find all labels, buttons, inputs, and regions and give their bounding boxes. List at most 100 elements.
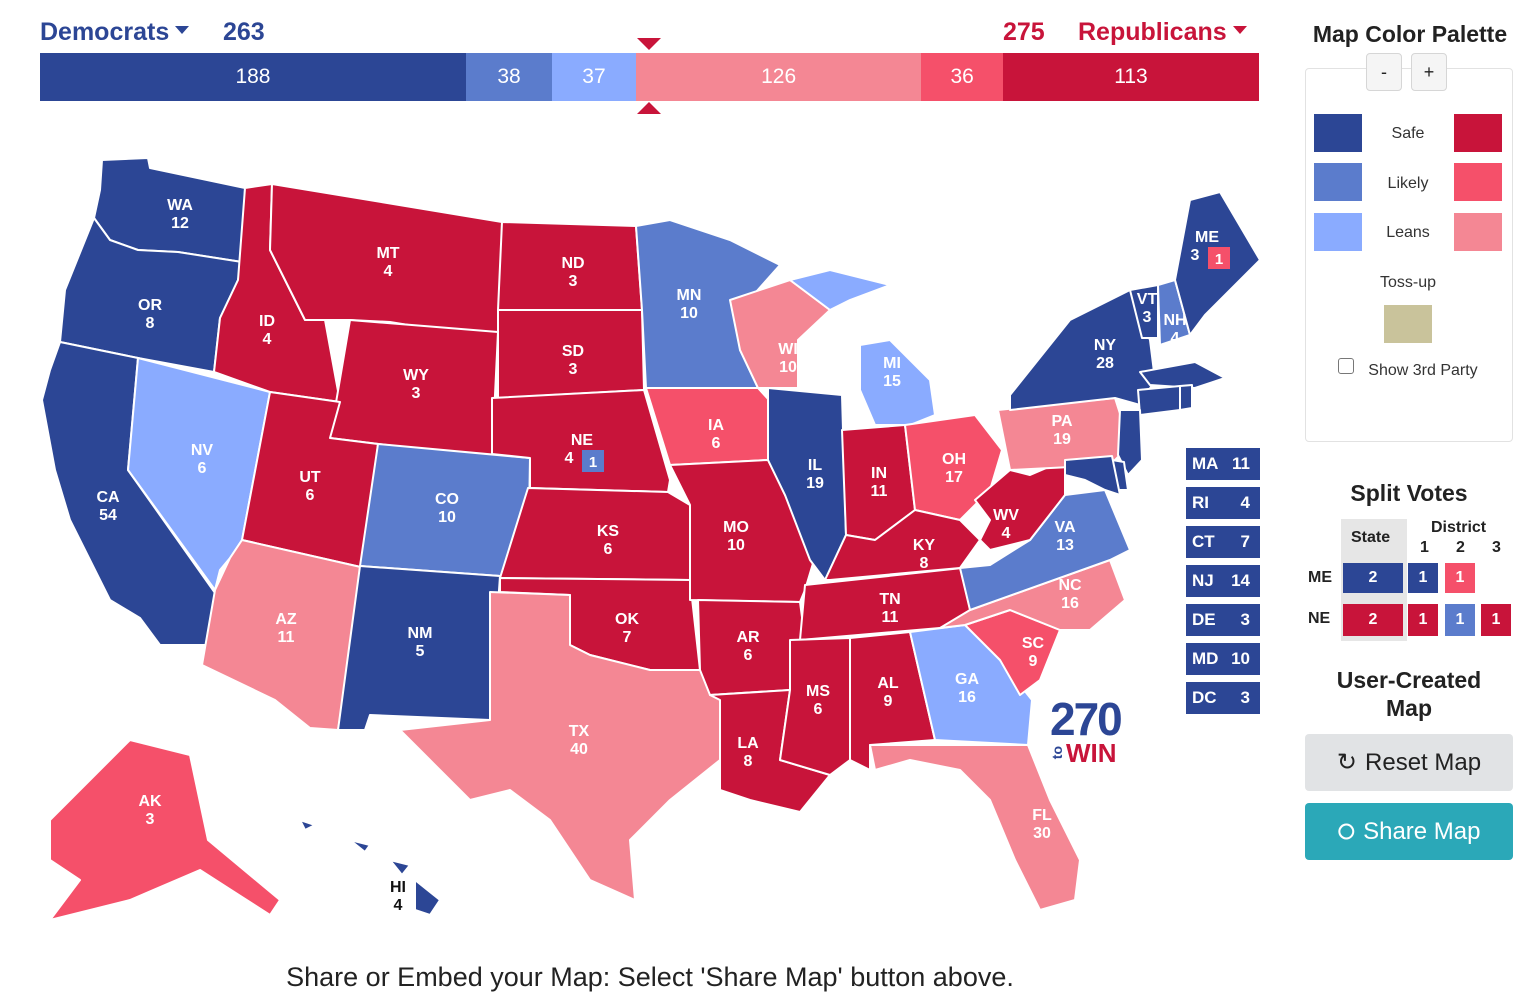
me-district-2-cell[interactable]: 1 (1445, 563, 1475, 593)
state-abbr-mo: MO (723, 519, 749, 536)
state-abbr-tn: TN (879, 591, 900, 608)
state-il[interactable] (767, 387, 847, 581)
270-marker-bottom-icon (637, 102, 661, 114)
small-state-nj[interactable]: NJ 14 (1186, 565, 1260, 597)
state-abbr-mt: MT (376, 245, 399, 262)
swatch-safe-rep[interactable] (1454, 114, 1502, 152)
swatch-safe-dem[interactable] (1314, 114, 1362, 152)
ne-district-1-cell[interactable]: 1 (1408, 604, 1438, 636)
state-abbr-ca: CA (96, 489, 120, 506)
state-ev-vt: 3 (1143, 309, 1152, 326)
state-abbr-or: OR (138, 297, 162, 314)
state-ev-wi: 10 (779, 359, 797, 376)
state-abbr-wv: WV (993, 507, 1019, 524)
state-nj[interactable] (1117, 409, 1143, 476)
state-ev-tx: 40 (570, 741, 588, 758)
state-ny[interactable] (1009, 289, 1156, 411)
state-md[interactable] (1064, 455, 1121, 496)
swatch-likely-dem[interactable] (1314, 163, 1362, 201)
republicans-label: Republicans (1078, 18, 1227, 46)
state-ma[interactable] (1139, 361, 1226, 389)
state-abbr-id: ID (259, 313, 275, 330)
state-abbr-ut: UT (299, 469, 321, 486)
safe-label: Safe (1391, 125, 1425, 142)
state-ri[interactable] (1179, 384, 1193, 411)
state-ev-nc: 16 (1061, 595, 1079, 612)
state-ev-va: 13 (1056, 537, 1074, 554)
state-abbr-sd: SD (562, 343, 584, 360)
bar-segment: 36 (921, 53, 1003, 101)
state-fl[interactable] (869, 744, 1081, 911)
logo-win: WIN (1066, 738, 1117, 768)
swatch-tossup[interactable] (1384, 305, 1432, 343)
third-party-checkbox[interactable] (1338, 358, 1354, 374)
show-third-party-label: Show 3rd Party (1368, 362, 1478, 379)
state-hi[interactable] (299, 819, 441, 916)
me-district-1-cell[interactable]: 1 (1408, 563, 1438, 593)
state-abbr-ga: GA (955, 671, 979, 688)
state-abbr-sc: SC (1022, 635, 1045, 652)
state-abbr-pa: PA (1051, 413, 1072, 430)
democrats-dropdown[interactable]: Democrats (40, 18, 190, 47)
swatch-lean-dem[interactable] (1314, 213, 1362, 251)
small-state-de[interactable]: DE 3 (1186, 604, 1260, 636)
state-ks[interactable] (499, 487, 691, 581)
ne-district-2-cell[interactable]: 1 (1445, 604, 1475, 636)
state-abbr-la: LA (737, 735, 759, 752)
me-state-cell[interactable]: 2 (1343, 563, 1403, 593)
state-ak[interactable] (49, 739, 281, 921)
decrease-button[interactable]: - (1366, 53, 1402, 91)
republicans-total: 275 (1003, 18, 1045, 46)
user-created-title: User-Created Map (1305, 666, 1513, 722)
state-mt[interactable] (269, 183, 503, 341)
state-ev-fl: 30 (1033, 825, 1051, 842)
state-ev-wy: 3 (412, 385, 421, 402)
state-abbr-wy: WY (403, 367, 429, 384)
state-ev-co: 10 (438, 509, 456, 526)
state-ev-nm: 5 (416, 643, 425, 660)
state-ev-ut: 6 (306, 487, 315, 504)
small-state-ev: 10 (1231, 649, 1250, 668)
share-map-button[interactable]: ⭘ Share Map (1305, 803, 1513, 860)
likely-label: Likely (1387, 175, 1429, 192)
state-ct[interactable] (1137, 385, 1181, 416)
ne-state-cell[interactable]: 2 (1343, 604, 1403, 636)
state-abbr-ms: MS (806, 683, 830, 700)
ne-district-3-cell[interactable]: 1 (1481, 604, 1511, 636)
small-state-abbr: CT (1192, 532, 1215, 551)
ne-row-label: NE (1308, 610, 1331, 627)
state-ev-id: 4 (263, 331, 272, 348)
small-state-ct[interactable]: CT 7 (1186, 526, 1260, 558)
bar-segment: 126 (635, 53, 922, 101)
small-state-ri[interactable]: RI 4 (1186, 487, 1260, 519)
bar-segment: 37 (552, 53, 636, 101)
state-ev-hi: 4 (394, 897, 403, 914)
state-tx[interactable] (399, 591, 721, 901)
democrats-total: 263 (223, 18, 265, 46)
small-state-ev: 7 (1240, 532, 1250, 551)
share-icon: ⭘ (1337, 818, 1356, 844)
270-marker-top-icon (637, 38, 661, 50)
state-abbr-tx: TX (569, 723, 590, 740)
state-vt[interactable] (1129, 284, 1159, 339)
state-ev-ok: 7 (623, 629, 632, 646)
small-state-ma[interactable]: MA 11 (1186, 448, 1260, 480)
state-abbr-nh: NH (1163, 312, 1186, 329)
increase-button[interactable]: + (1411, 53, 1447, 91)
state-mi[interactable] (789, 269, 936, 426)
district-3-header: 3 (1492, 539, 1501, 556)
state-ev-oh: 17 (945, 469, 963, 486)
state-ev-nv: 6 (198, 460, 207, 477)
state-ev-tn: 11 (882, 609, 899, 626)
state-header: State (1351, 529, 1391, 546)
swatch-likely-rep[interactable] (1454, 163, 1502, 201)
republicans-dropdown[interactable]: Republicans (1078, 18, 1247, 47)
democrats-label: Democrats (40, 18, 170, 46)
state-abbr-nd: ND (561, 255, 584, 272)
small-state-md[interactable]: MD 10 (1186, 643, 1260, 675)
swatch-lean-rep[interactable] (1454, 213, 1502, 251)
small-state-dc[interactable]: DC 3 (1186, 682, 1260, 714)
reset-map-button[interactable]: ↻ Reset Map (1305, 734, 1513, 791)
state-wv[interactable] (974, 459, 1066, 551)
state-ev-mn: 10 (680, 305, 698, 322)
